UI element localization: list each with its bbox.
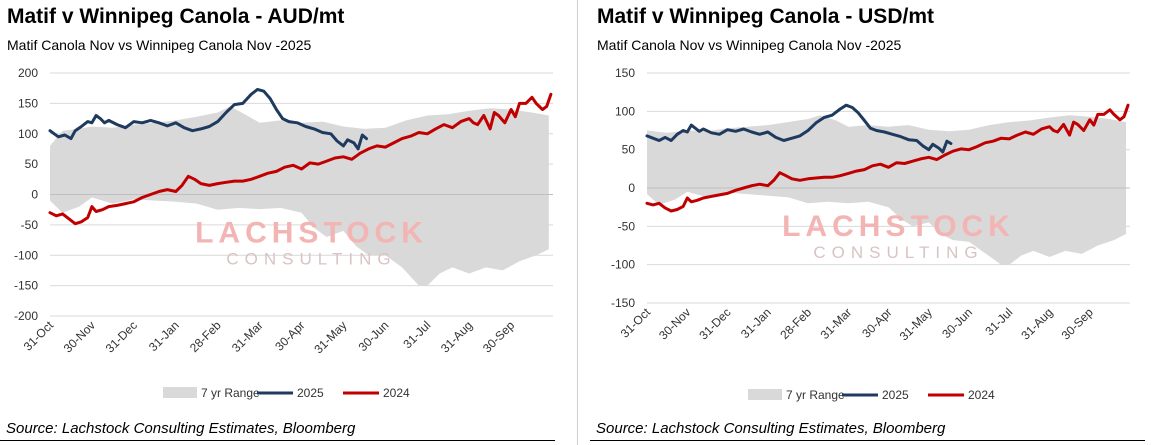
legend-label: 2024 bbox=[383, 386, 410, 400]
x-tick-label: 30-Sep bbox=[1059, 305, 1096, 342]
y-tick-label: 0 bbox=[31, 188, 38, 202]
y-tick-label: 150 bbox=[18, 96, 38, 110]
x-tick-label: 30-Apr bbox=[859, 305, 894, 340]
chart-title: Matif v Winnipeg Canola - USD/mt bbox=[597, 5, 934, 28]
chart-source: Source: Lachstock Consulting Estimates, … bbox=[596, 420, 946, 437]
range-band bbox=[647, 115, 1126, 265]
x-tick-label: 31-Dec bbox=[696, 305, 733, 342]
x-tick-label: 31-Jan bbox=[146, 318, 182, 354]
watermark-logo: LACHSTOCK bbox=[782, 210, 1015, 243]
watermark-logo: CONSULTING bbox=[226, 250, 396, 269]
x-tick-label: 31-Aug bbox=[1018, 305, 1055, 342]
x-tick-label: 30-Nov bbox=[656, 305, 693, 342]
x-tick-label: 30-Jun bbox=[939, 305, 975, 341]
y-tick-label: -150 bbox=[611, 296, 635, 310]
x-tick-label: 31-Jul bbox=[400, 318, 433, 351]
legend-swatch-range bbox=[163, 387, 197, 398]
y-tick-label: 200 bbox=[18, 66, 38, 80]
series-line-2024 bbox=[48, 92, 553, 226]
x-tick-label: 30-Sep bbox=[480, 318, 517, 355]
y-tick-label: 150 bbox=[615, 66, 635, 80]
y-tick-label: -50 bbox=[618, 219, 636, 233]
series-line-2025 bbox=[645, 103, 953, 154]
legend-label: 2025 bbox=[882, 388, 909, 402]
legend-label: 7 yr Range bbox=[786, 388, 845, 402]
legend-swatch-range bbox=[748, 389, 782, 400]
legend-label: 7 yr Range bbox=[201, 386, 260, 400]
x-tick-label: 31-Jul bbox=[982, 305, 1015, 338]
y-tick-label: -50 bbox=[21, 218, 39, 232]
chart-subtitle: Matif Canola Nov vs Winnipeg Canola Nov … bbox=[7, 37, 312, 53]
range-band bbox=[50, 106, 549, 286]
bottom-rule bbox=[590, 440, 1145, 441]
y-tick-label: 100 bbox=[18, 127, 38, 141]
x-tick-label: 31-Mar bbox=[818, 305, 855, 342]
x-tick-label: 30-Apr bbox=[272, 318, 307, 353]
y-tick-label: -150 bbox=[14, 279, 38, 293]
x-tick-label: 31-Aug bbox=[438, 318, 475, 355]
x-tick-label: 31-Mar bbox=[229, 318, 266, 355]
watermark-logo: LACHSTOCK bbox=[195, 217, 428, 250]
legend-label: 2024 bbox=[968, 388, 995, 402]
x-tick-label: 30-Jun bbox=[356, 318, 392, 354]
chart-panel-usd: Matif v Winnipeg Canola - USD/mt Matif C… bbox=[590, 0, 1150, 445]
panel-divider bbox=[577, 0, 578, 445]
watermark-logo: CONSULTING bbox=[813, 243, 983, 262]
y-tick-label: -100 bbox=[14, 248, 38, 262]
x-tick-label: 28-Feb bbox=[187, 318, 224, 355]
y-tick-label: 100 bbox=[615, 104, 635, 118]
legend-label: 2025 bbox=[297, 386, 324, 400]
chart-plot-aud: 200 150 100 50 0 -50 -100 -150 -200 LACHSTOCKCONS… bbox=[14, 66, 553, 400]
y-tick-label: 50 bbox=[622, 143, 636, 157]
y-tick-label: 50 bbox=[25, 157, 39, 171]
bottom-rule bbox=[0, 440, 555, 441]
chart-subtitle: Matif Canola Nov vs Winnipeg Canola Nov … bbox=[597, 37, 902, 53]
series-line-2025 bbox=[48, 87, 368, 151]
x-tick-label: 31-Dec bbox=[103, 318, 140, 355]
x-tick-label: 30-Nov bbox=[61, 318, 98, 355]
y-tick-label: 0 bbox=[628, 181, 635, 195]
x-tick-label: 31-Jan bbox=[738, 305, 774, 341]
chart-title: Matif v Winnipeg Canola - AUD/mt bbox=[7, 5, 345, 28]
chart-source: Source: Lachstock Consulting Estimates, … bbox=[6, 420, 356, 437]
x-tick-label: 31-May bbox=[311, 318, 349, 356]
series-line-2024 bbox=[645, 103, 1130, 213]
x-tick-label: 28-Feb bbox=[777, 305, 814, 342]
chart-panel-aud: Matif v Winnipeg Canola - AUD/mt Matif C… bbox=[0, 0, 560, 445]
x-tick-label: 31-May bbox=[897, 305, 935, 343]
x-tick-label: 31-Oct bbox=[21, 318, 57, 354]
y-tick-label: -100 bbox=[611, 258, 635, 272]
x-tick-label: 31-Oct bbox=[618, 305, 654, 341]
y-tick-label: -200 bbox=[14, 309, 38, 323]
